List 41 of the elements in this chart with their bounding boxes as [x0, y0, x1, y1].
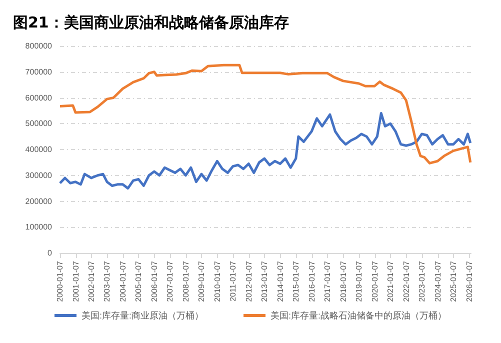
- y-tick-label: 500000: [25, 119, 53, 128]
- y-tick-label: 600000: [25, 93, 53, 102]
- x-tick-label: 2010-01-07: [212, 260, 222, 302]
- x-tick-label: 2025-01-07: [449, 260, 458, 302]
- y-tick-label: 300000: [25, 170, 53, 180]
- x-tick-label: 2011-01-07: [228, 260, 238, 302]
- x-tick-label: 2024-01-07: [433, 260, 442, 302]
- line-series: [58, 64, 472, 164]
- x-tick-label: 2023-01-07: [418, 260, 427, 302]
- x-tick-label: 2001-01-07: [71, 260, 80, 302]
- x-tick-label: 2021-01-07: [386, 260, 396, 302]
- x-tick-label: 2017-01-07: [323, 260, 332, 302]
- y-tick-label: 400000: [25, 145, 53, 154]
- x-tick-label: 2016-01-07: [307, 260, 316, 302]
- x-tick-label: 2008-01-07: [181, 260, 190, 302]
- line-series: [58, 112, 472, 190]
- x-tick-label: 2020-01-07: [370, 260, 380, 302]
- x-tick-label: 2019-01-07: [354, 260, 364, 302]
- x-tick-label: 2015-01-07: [292, 260, 301, 302]
- chart-title: 图21：美国商业原油和战略储备原油库存: [13, 14, 289, 32]
- x-tick-label: 2003-01-07: [102, 260, 112, 302]
- y-tick-label: 0: [48, 248, 53, 258]
- x-tick-label: 2006-01-07: [150, 260, 159, 302]
- x-tick-label: 2018-01-07: [338, 260, 348, 302]
- x-tick-label: 2026-01-07: [464, 260, 474, 302]
- x-tick-label: 2014-01-07: [276, 260, 285, 302]
- legend-label: 美国:库存量:战略石油储备中的原油（万桶）: [270, 310, 447, 320]
- x-tick-label: 2012-01-07: [244, 260, 254, 302]
- x-tick-label: 2000-01-07: [56, 260, 64, 302]
- x-tick-label: 2005-01-07: [134, 260, 144, 302]
- x-tick-label: 2013-01-07: [260, 260, 270, 302]
- legend-label: 美国:库存量:商业原油（万桶）: [82, 310, 204, 320]
- x-tick-label: 2007-01-07: [166, 260, 175, 302]
- y-tick-label: 700000: [25, 67, 53, 76]
- x-tick-label: 2002-01-07: [87, 260, 96, 302]
- y-tick-label: 800000: [25, 42, 53, 50]
- x-tick-label: 2004-01-07: [118, 260, 128, 302]
- x-tick-label: 2022-01-07: [402, 260, 411, 302]
- x-tick-label: 2009-01-07: [197, 260, 206, 302]
- y-tick-label: 100000: [25, 222, 53, 232]
- y-tick-label: 200000: [25, 196, 53, 206]
